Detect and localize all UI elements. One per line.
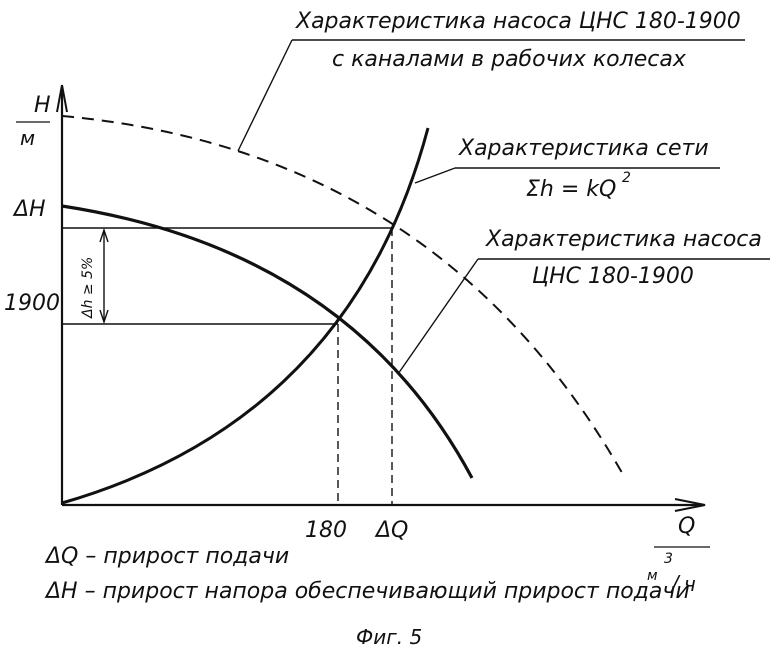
legend-line2: ΔH – прирост напора обеспечивающий приро…: [44, 579, 690, 604]
x-axis-unit-m: м: [647, 568, 658, 584]
x-axis-name: Q: [678, 514, 695, 539]
leader-lines: [237, 39, 770, 375]
network-formula: Σh = kQ: [526, 177, 616, 202]
pump-label-line2: ЦНС 180-1900: [532, 264, 694, 289]
figure-caption: Фиг. 5: [356, 625, 422, 649]
x-axis-unit-exp: 3: [664, 551, 673, 567]
pump-curve: [61, 204, 474, 479]
delta-h-dimension: [99, 227, 109, 325]
modified-pump-label-line2: с каналами в рабочих колесах: [332, 47, 687, 72]
leader-pump: [397, 258, 479, 375]
network-curve: [61, 127, 430, 505]
x-axis-unit-slash: /: [670, 571, 681, 595]
x-axis-unit-h: ч: [684, 572, 696, 596]
pump-label-line1: Характеристика насоса: [485, 227, 762, 252]
y-axis-unit: м: [20, 126, 35, 150]
tick-dQ: ΔQ: [374, 518, 408, 543]
axes: [56, 84, 706, 512]
modified-pump-curve: [61, 115, 626, 479]
tick-1900: 1900: [4, 291, 60, 316]
leader-network: [414, 167, 456, 184]
modified-pump-label-line1: Характеристика насоса ЦНС 180-1900: [295, 9, 741, 34]
y-axis-arrow: [56, 84, 68, 113]
network-label-line1: Характеристика сети: [458, 136, 709, 161]
network-formula-exponent: 2: [622, 170, 631, 186]
delta-h-label: Δh ≥ 5%: [80, 257, 96, 319]
legend-line1: ΔQ – прирост подачи: [44, 544, 289, 569]
tick-dH: ΔH: [12, 197, 46, 222]
y-axis-name: H: [34, 93, 51, 118]
tick-180: 180: [305, 518, 347, 543]
leader-modified-pump: [237, 39, 293, 152]
x-axis-arrow: [674, 498, 706, 512]
